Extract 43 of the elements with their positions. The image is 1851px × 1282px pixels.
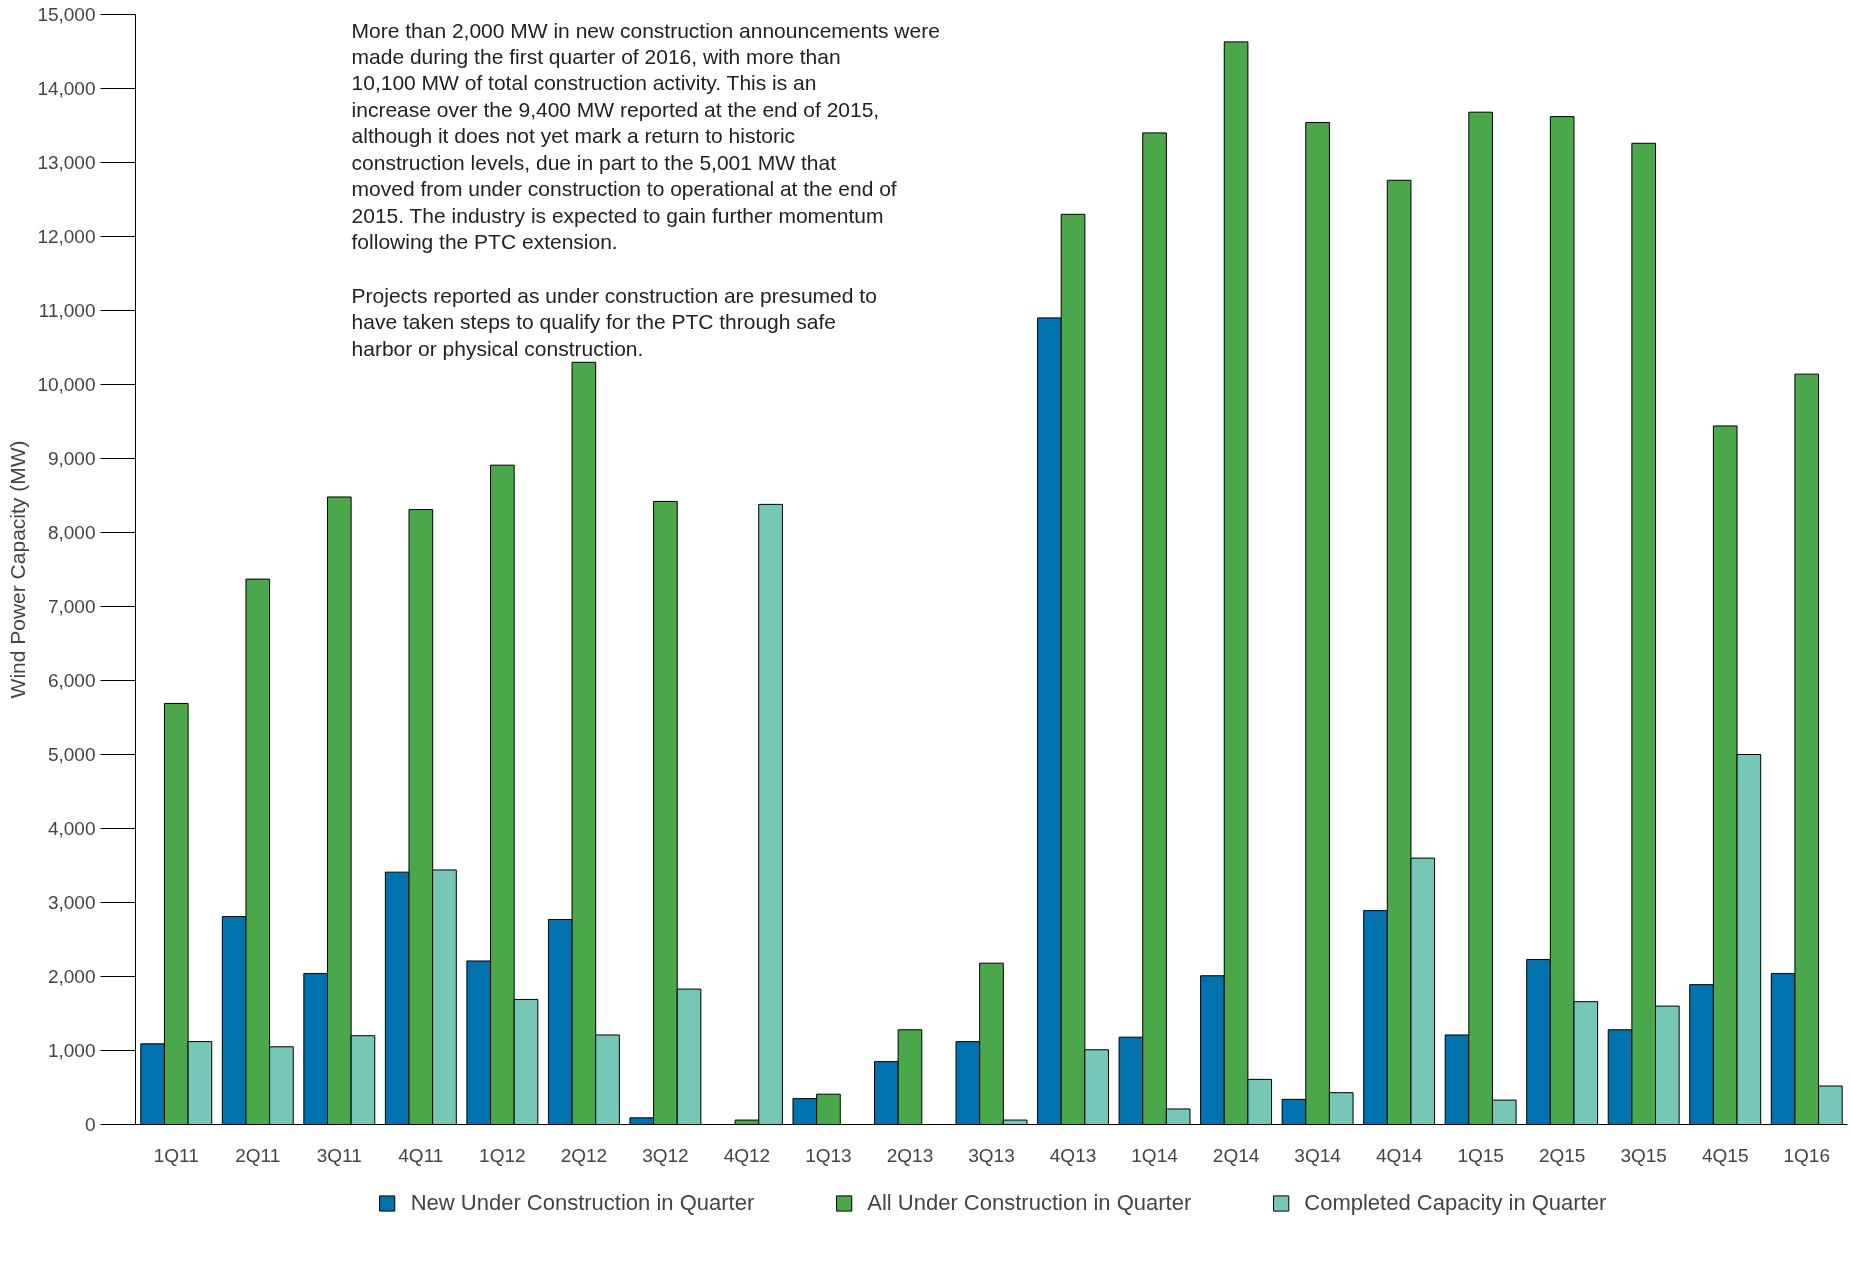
y-tick-label: 4,000 <box>47 818 96 839</box>
text: More than 2,000 MW in new construction announcements were made during the first quarter of 2016, with more than 10,100 MW of total construction activity. This is an increase over the 9,400 MW reported at the end of 2015, although it does not yet mark a return to historic construction levels, due in part to the 5,001 MW that moved from under construction to operational at the end of 2015. The industry is expected to gain further momentum following the PTC extension. <box>351 18 940 254</box>
x-tick-label: 1Q11 <box>153 1144 199 1166</box>
legend-label: All Under Construction in Quarter <box>867 1190 1192 1216</box>
x-tick-label: 2Q14 <box>1212 1144 1260 1166</box>
x-tick-label: 2Q11 <box>235 1144 281 1166</box>
x-tick-label: 1Q14 <box>1131 1144 1179 1166</box>
x-tick-label: 1Q12 <box>479 1144 526 1166</box>
y-tick-label: 10,000 <box>37 374 96 395</box>
y-tick-label: 11,000 <box>38 300 96 321</box>
y-tick-label: 6,000 <box>47 670 96 691</box>
x-tick-label: 4Q13 <box>1049 1144 1097 1166</box>
x-tick-label: 3Q11 <box>316 1144 362 1166</box>
x-tick-label: 3Q14 <box>1294 1144 1342 1166</box>
y-tick-label: 15,000 <box>37 4 96 25</box>
x-tick-label: 4Q12 <box>723 1144 771 1166</box>
y-tick-label: 3,000 <box>47 892 96 913</box>
x-tick-label: 2Q13 <box>886 1144 934 1166</box>
x-tick-label: 3Q13 <box>968 1144 1015 1166</box>
x-tick-label: 2Q15 <box>1538 1144 1586 1166</box>
x-tick-label: 2Q12 <box>560 1144 608 1166</box>
legend-label: New Under Construction in Quarter <box>410 1190 755 1216</box>
x-tick-label: 1Q13 <box>805 1144 852 1166</box>
y-axis-title: Wind Power Capacity (MW) <box>6 440 30 699</box>
x-tick-label: 3Q15 <box>1620 1144 1667 1166</box>
legend-label: Completed Capacity in Quarter <box>1304 1190 1607 1216</box>
x-tick-label: 4Q15 <box>1701 1144 1749 1166</box>
x-tick-label: 3Q12 <box>642 1144 689 1166</box>
x-tick-label: 1Q16 <box>1783 1144 1830 1166</box>
y-tick-label: 13,000 <box>37 152 96 173</box>
y-tick-label: 2,000 <box>47 966 96 987</box>
y-tick-label: 5,000 <box>47 744 96 765</box>
y-tick-label: 1,000 <box>47 1040 96 1061</box>
x-tick-label: 1Q15 <box>1457 1144 1504 1166</box>
y-tick-label: 12,000 <box>37 226 96 247</box>
y-tick-label: 9,000 <box>47 448 96 469</box>
y-tick-label: 0 <box>84 1114 96 1135</box>
y-tick-label: 7,000 <box>47 596 96 617</box>
x-tick-label: 4Q14 <box>1375 1144 1423 1166</box>
y-tick-label: 14,000 <box>37 78 96 99</box>
annotation: Projects reported as under construction are presumed to have taken steps to qualify for the PTC through safe harbor or physical construction. <box>351 284 877 360</box>
x-tick-label: 4Q11 <box>398 1144 444 1166</box>
y-tick-label: 8,000 <box>47 522 96 543</box>
